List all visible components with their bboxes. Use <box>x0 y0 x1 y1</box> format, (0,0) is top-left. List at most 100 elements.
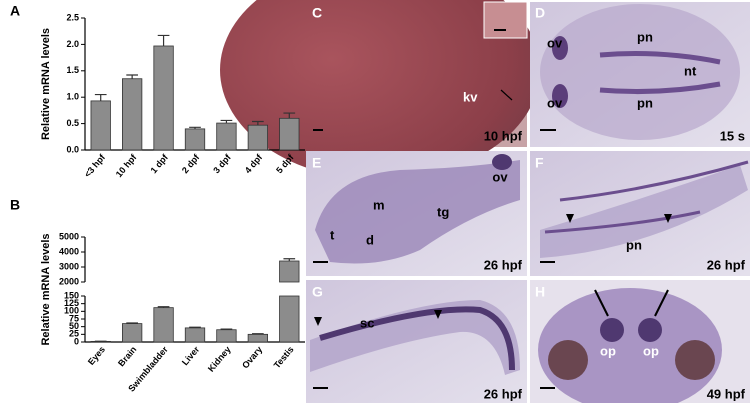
panel-letter: A <box>10 3 20 19</box>
y-tick-label: 0.0 <box>66 144 79 154</box>
stain <box>599 81 721 95</box>
y-tick-label: 75 <box>69 313 79 323</box>
y-tick-label: 5000 <box>59 231 79 241</box>
panel-letter: F <box>535 155 544 171</box>
image-label: 10 hpf <box>484 128 523 143</box>
arrowhead <box>314 317 322 326</box>
bar <box>184 128 206 151</box>
y-tick-label: 0.5 <box>66 118 79 128</box>
image-label: sc <box>360 315 374 330</box>
x-tick-label: Eyes <box>86 344 107 367</box>
image-label: m <box>373 197 385 212</box>
image-label: 26 hpf <box>484 386 523 401</box>
error-bar <box>126 322 138 324</box>
x-tick-label: 10 hpf <box>114 152 139 179</box>
error-bar <box>283 112 296 119</box>
stain <box>544 210 701 234</box>
bar <box>216 329 237 343</box>
image-label: 26 hpf <box>484 257 523 272</box>
arrow <box>654 289 669 317</box>
inset <box>483 1 528 39</box>
bar <box>279 117 300 151</box>
y-tick-label: 4000 <box>59 246 79 256</box>
y-axis-label: Relative mRNA levels <box>40 28 52 140</box>
y-tick-label: 25 <box>69 329 79 339</box>
x-tick-label: 1 dpf <box>148 152 170 176</box>
error-bar <box>94 93 107 101</box>
y-tick-label: 1.0 <box>66 92 79 102</box>
image-label: 49 hpf <box>707 386 746 401</box>
x-tick-label: 4 dpf <box>243 152 265 176</box>
image-label: op <box>643 343 659 358</box>
image-label: ov <box>492 169 508 184</box>
y-tick-label: 3000 <box>59 261 79 271</box>
bar <box>247 124 269 151</box>
y-tick-label: 100 <box>64 306 79 316</box>
panel-g: G sc 26 hpf <box>306 280 527 403</box>
panel-letter: G <box>312 284 323 300</box>
stain <box>600 318 624 342</box>
stain <box>319 306 515 371</box>
arrowhead <box>434 310 442 319</box>
y-tick-label: 2.5 <box>66 12 79 22</box>
panel-letter: B <box>10 197 20 213</box>
error-bar <box>157 306 170 308</box>
x-tick-label: Ovary <box>240 344 264 370</box>
eye <box>675 340 715 380</box>
embryo <box>310 300 520 375</box>
panel-c: C kv 10 hpf <box>220 0 540 180</box>
panel-letter: C <box>312 5 322 21</box>
arrow <box>500 89 513 101</box>
error-bar <box>252 120 264 126</box>
y-tick-label: 0 <box>74 336 79 346</box>
error-bar <box>189 326 201 328</box>
panel-e: E ov m tg t d 26 hpf <box>306 151 527 276</box>
stain <box>559 160 749 202</box>
image-label: 15 s <box>720 128 745 143</box>
bar <box>279 260 300 283</box>
head <box>538 288 722 403</box>
stain <box>599 51 721 65</box>
bar <box>153 307 174 343</box>
embryo <box>540 4 740 140</box>
image-label: d <box>366 232 374 247</box>
stain <box>638 318 662 342</box>
panel-letter: D <box>535 5 545 21</box>
y-tick-label: 125 <box>64 298 79 308</box>
panel-letter: H <box>535 284 545 300</box>
x-tick-label: Liver <box>180 344 202 367</box>
image-label: op <box>600 343 616 358</box>
error-bar <box>189 126 201 129</box>
arrow <box>594 289 609 317</box>
embryo <box>540 165 748 258</box>
x-tick-label: Testis <box>272 344 296 370</box>
image-label: t <box>330 227 335 242</box>
error-bar <box>126 74 138 79</box>
embryo <box>315 160 520 264</box>
image-label: 26 hpf <box>707 257 746 272</box>
bar <box>90 100 111 151</box>
panel-letter: E <box>312 155 321 171</box>
image-label: kv <box>463 89 478 104</box>
image-label: pn <box>626 237 642 252</box>
x-tick-label: <3 hpf <box>82 152 108 180</box>
y-tick-label: 150 <box>64 290 79 300</box>
image-label: ov <box>547 35 563 50</box>
stain <box>492 154 512 170</box>
eye <box>548 340 588 380</box>
bar <box>122 323 143 343</box>
stain <box>552 84 568 108</box>
error-bar <box>283 258 296 261</box>
x-tick-label: Kidney <box>206 344 233 373</box>
y-tick-label: 2000 <box>59 276 79 286</box>
stain <box>552 36 568 60</box>
arrowhead <box>566 214 574 223</box>
x-tick-label: 2 dpf <box>180 152 202 176</box>
panel-h: H op op 49 hpf <box>530 280 750 403</box>
error-bar <box>220 328 233 330</box>
panel-f: F pn 26 hpf <box>530 151 750 276</box>
image-label: pn <box>637 95 653 110</box>
bar <box>247 333 269 343</box>
bar <box>184 327 206 343</box>
